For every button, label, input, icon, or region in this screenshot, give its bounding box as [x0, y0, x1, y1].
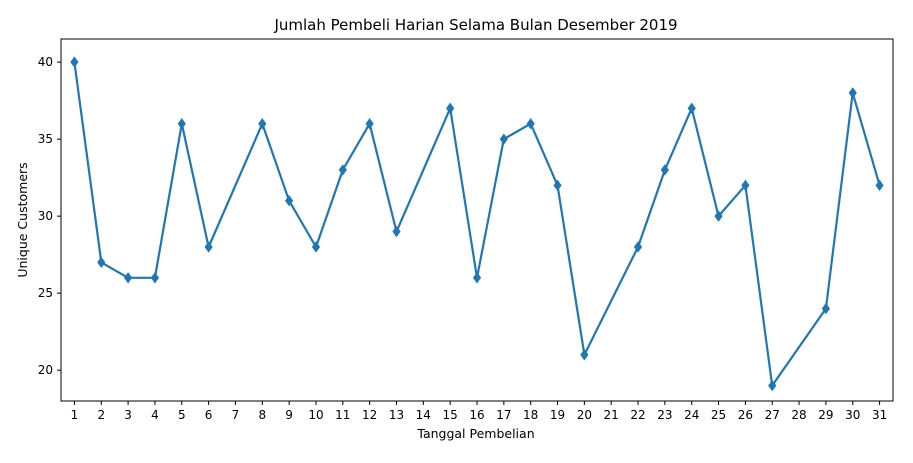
data-point-marker	[526, 118, 535, 130]
data-point-marker	[338, 164, 347, 176]
x-tick-label: 7	[232, 408, 240, 422]
data-point-marker	[177, 118, 186, 130]
data-point-marker	[285, 195, 294, 207]
x-tick-label: 9	[285, 408, 293, 422]
x-tick-label: 15	[443, 408, 458, 422]
x-tick-label: 4	[151, 408, 159, 422]
x-tick-label: 11	[335, 408, 350, 422]
x-tick-label: 25	[711, 408, 726, 422]
x-tick-label: 12	[362, 408, 377, 422]
y-axis: 20 25 30 35 40	[38, 55, 61, 377]
x-tick-label: 18	[523, 408, 538, 422]
data-point-marker	[821, 302, 830, 315]
data-point-marker	[687, 102, 696, 115]
y-axis-label: Unique Customers	[15, 162, 30, 277]
data-point-marker	[768, 379, 777, 392]
data-point-marker	[633, 241, 643, 253]
x-tick-label: 27	[765, 408, 780, 422]
data-point-marker	[446, 102, 455, 115]
x-tick-label: 24	[684, 408, 699, 422]
y-tick-label: 30	[38, 209, 53, 223]
data-point-marker	[392, 225, 401, 238]
x-tick-label: 6	[205, 408, 213, 422]
x-tick-label: 17	[496, 408, 511, 422]
y-tick-label: 20	[38, 363, 53, 377]
x-tick-label: 22	[630, 408, 645, 422]
x-tick-label: 21	[604, 408, 619, 422]
x-axis: 1 2 3 4 5 6 7 8 9 10 11 12 13 14 15 16 17 18 19 20 21 22 23 24 2…	[71, 401, 887, 422]
plot-area-frame	[60, 38, 894, 402]
x-tick-label: 13	[389, 408, 404, 422]
x-axis-label: Tanggal Pembelian	[416, 426, 534, 441]
data-point-marker	[311, 241, 321, 253]
x-tick-label: 29	[818, 408, 833, 422]
x-tick-label: 31	[872, 408, 887, 422]
data-point-marker	[741, 179, 750, 192]
data-point-marker	[365, 118, 374, 130]
x-tick-label: 14	[416, 408, 431, 422]
data-point-marker	[204, 241, 213, 253]
x-tick-label: 16	[469, 408, 484, 422]
x-tick-label: 10	[308, 408, 323, 422]
x-tick-label: 1	[71, 408, 79, 422]
data-point-marker	[848, 87, 857, 99]
x-tick-label: 26	[738, 408, 753, 422]
x-tick-label: 3	[124, 408, 132, 422]
data-point-marker	[97, 256, 106, 269]
data-point-marker	[70, 56, 79, 68]
data-point-marker	[553, 179, 562, 192]
y-tick-label: 35	[38, 132, 53, 146]
x-tick-label: 28	[791, 408, 806, 422]
data-point-marker	[875, 179, 884, 192]
data-point-marker	[124, 272, 133, 284]
data-point-marker	[714, 210, 723, 222]
data-point-marker	[258, 118, 267, 130]
data-point-marker	[499, 133, 508, 145]
data-point-marker	[150, 272, 160, 284]
data-point-marker	[472, 272, 482, 284]
y-tick-label: 25	[38, 286, 53, 300]
x-tick-label: 23	[657, 408, 672, 422]
chart-title: Jumlah Pembeli Harian Selama Bulan Desem…	[273, 16, 677, 34]
y-tick-label: 40	[38, 55, 53, 69]
x-tick-label: 2	[97, 408, 105, 422]
x-tick-label: 20	[577, 408, 592, 422]
x-tick-label: 30	[845, 408, 860, 422]
x-tick-label: 8	[258, 408, 266, 422]
x-tick-label: 19	[550, 408, 565, 422]
series-line	[73, 61, 881, 387]
series-layer	[70, 56, 884, 392]
data-point-marker	[580, 349, 589, 361]
x-tick-label: 5	[178, 408, 186, 422]
data-point-marker	[660, 164, 669, 176]
